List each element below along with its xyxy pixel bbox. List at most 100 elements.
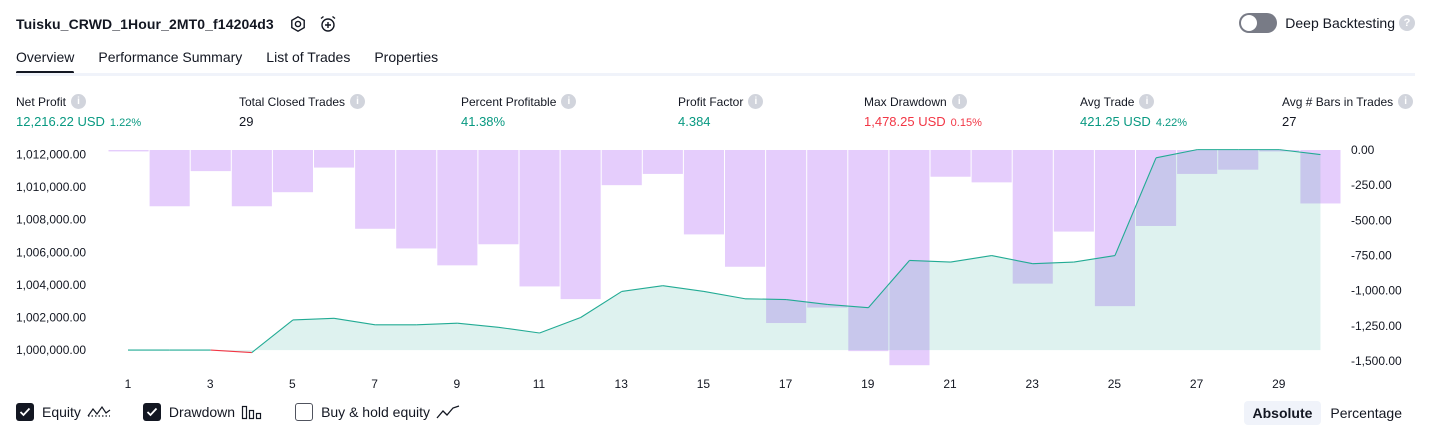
- tab-properties[interactable]: Properties: [374, 49, 439, 65]
- drawdown-bar: [1177, 150, 1218, 174]
- equity-line-segment: [1032, 261, 1074, 265]
- y-left-tick-label: 1,000,000.00: [16, 343, 86, 357]
- equity-line-segment: [1073, 255, 1116, 263]
- y-right-tick-label: -1,000.00: [1351, 284, 1402, 298]
- drawdown-bar: [848, 150, 889, 352]
- info-icon[interactable]: i: [71, 94, 87, 109]
- drawdown-bar: [1094, 150, 1135, 307]
- x-tick-label: 7: [371, 377, 378, 391]
- metric-net-profit: Net Profit i 12,216.22 USD 1.22%: [16, 94, 141, 129]
- info-icon[interactable]: i: [561, 94, 577, 109]
- metric-percent: 4.22%: [1155, 117, 1188, 129]
- equity-line-segment: [745, 298, 787, 301]
- toggle-knob: [1241, 15, 1258, 31]
- help-icon[interactable]: ?: [1399, 15, 1415, 31]
- info-icon[interactable]: i: [1398, 94, 1414, 109]
- drawdown-bar: [437, 150, 478, 266]
- equity-line-segment: [416, 322, 458, 326]
- value-mode-switch: Absolute Percentage: [1243, 401, 1412, 425]
- equity-line-segment: [1114, 157, 1157, 256]
- y-right-tick-label: -250.00: [1351, 178, 1392, 192]
- deep-backtesting-label: Deep Backtesting: [1285, 15, 1395, 31]
- drawdown-bar: [1300, 150, 1341, 204]
- x-tick-label: 23: [1026, 377, 1040, 391]
- drawdown-bar: [725, 150, 766, 267]
- legend-buy-hold-equity[interactable]: Buy & hold equity: [295, 403, 460, 421]
- metric-value: 27: [1282, 114, 1297, 129]
- alarm-add-icon[interactable]: [318, 14, 338, 34]
- metric-value: 1,478.25 USD: [864, 114, 946, 129]
- info-icon[interactable]: i: [748, 94, 764, 109]
- settings-icon[interactable]: [288, 14, 308, 34]
- metric-percent: 0.15%: [950, 117, 982, 129]
- drawdown-bar: [355, 150, 396, 229]
- metric-profit-factor: Profit Factor i 4.384: [678, 94, 764, 129]
- metric-total-closed-trades: Total Closed Trades i 29: [239, 94, 366, 129]
- y-left-tick-label: 1,008,000.00: [16, 213, 86, 227]
- y-left-tick-label: 1,010,000.00: [16, 180, 86, 194]
- equity-line-segment: [867, 260, 910, 309]
- info-icon[interactable]: i: [1139, 94, 1155, 109]
- drawdown-bar: [766, 150, 807, 324]
- drawdown-bar: [314, 150, 355, 168]
- y-right-tick-label: -750.00: [1351, 249, 1392, 263]
- equity-wave-icon: [87, 404, 111, 420]
- metric-label: Percent Profitable: [461, 94, 557, 109]
- equity-line-segment: [210, 349, 252, 354]
- drawdown-bar: [683, 150, 724, 235]
- drawdown-bar: [272, 150, 313, 193]
- y-right-tick-label: -500.00: [1351, 213, 1392, 227]
- x-tick-label: 3: [207, 377, 214, 391]
- info-icon[interactable]: i: [350, 94, 366, 109]
- equity-line-segment: [1155, 149, 1198, 159]
- info-icon[interactable]: i: [951, 94, 967, 109]
- tab-overview[interactable]: Overview: [16, 44, 75, 74]
- metric-label: Net Profit: [16, 94, 67, 109]
- drawdown-bar: [889, 150, 930, 366]
- legend-label: Drawdown: [168, 404, 236, 420]
- legend-equity[interactable]: Equity: [16, 403, 111, 421]
- drawdown-bar: [807, 150, 848, 308]
- equity-drawdown-chart[interactable]: 1,012,000.00 1,010,000.00 1,008,000.00 1,00…: [0, 140, 1431, 396]
- x-tick-label: 15: [697, 377, 711, 391]
- deep-backtesting-toggle[interactable]: [1239, 13, 1278, 33]
- y-left-tick-label: 1,002,000.00: [16, 311, 86, 325]
- drawdown-checkbox[interactable]: [142, 403, 161, 421]
- metric-max-drawdown: Max Drawdown i 1,478.25 USD 0.15%: [864, 94, 982, 129]
- y-left-tick-label: 1,004,000.00: [16, 278, 86, 292]
- equity-line-segment: [621, 285, 663, 292]
- mode-percentage-button[interactable]: Percentage: [1330, 405, 1402, 421]
- equity-checkbox[interactable]: [16, 403, 34, 421]
- equity-line-segment: [539, 316, 581, 334]
- tab-divider: [16, 73, 1415, 76]
- equity-line-segment: [909, 259, 951, 263]
- legend-drawdown[interactable]: Drawdown: [142, 403, 263, 421]
- strategy-header: Tuisku_CRWD_1Hour_2MT0_f14204d3: [16, 12, 338, 36]
- metric-label: Avg Trade: [1080, 94, 1135, 109]
- tab-bar: Overview Performance Summary List of Tra…: [16, 44, 462, 74]
- tab-list-of-trades[interactable]: List of Trades: [266, 49, 351, 65]
- metric-avg-bars-in-trades: Avg # Bars in Trades i 27: [1282, 94, 1414, 129]
- drawdown-bar: [396, 150, 437, 249]
- drawdown-bar: [1053, 150, 1094, 232]
- buy-hold-checkbox[interactable]: [295, 403, 314, 421]
- legend-label: Equity: [42, 404, 81, 420]
- drawdown-bar: [1218, 150, 1259, 170]
- metric-value: 41.38%: [461, 114, 506, 129]
- x-tick-label: 1: [125, 377, 132, 391]
- drawdown-bars-icon: [241, 404, 263, 420]
- mode-absolute-button[interactable]: Absolute: [1243, 401, 1322, 425]
- tab-performance-summary[interactable]: Performance Summary: [98, 49, 243, 65]
- equity-line-segment: [786, 299, 828, 306]
- x-tick-label: 17: [779, 377, 793, 391]
- drawdown-bar: [1136, 150, 1177, 226]
- y-left-tick-label: 1,012,000.00: [16, 148, 86, 162]
- x-tick-label: 13: [615, 377, 629, 391]
- drawdown-bar: [971, 150, 1012, 183]
- x-tick-label: 19: [861, 377, 875, 391]
- x-tick-label: 11: [533, 377, 546, 391]
- buy-hold-line-icon: [436, 404, 460, 420]
- drawdown-bar: [108, 150, 149, 152]
- strategy-title: Tuisku_CRWD_1Hour_2MT0_f14204d3: [16, 16, 274, 32]
- metric-percent-profitable: Percent Profitable i 41.38%: [461, 94, 577, 129]
